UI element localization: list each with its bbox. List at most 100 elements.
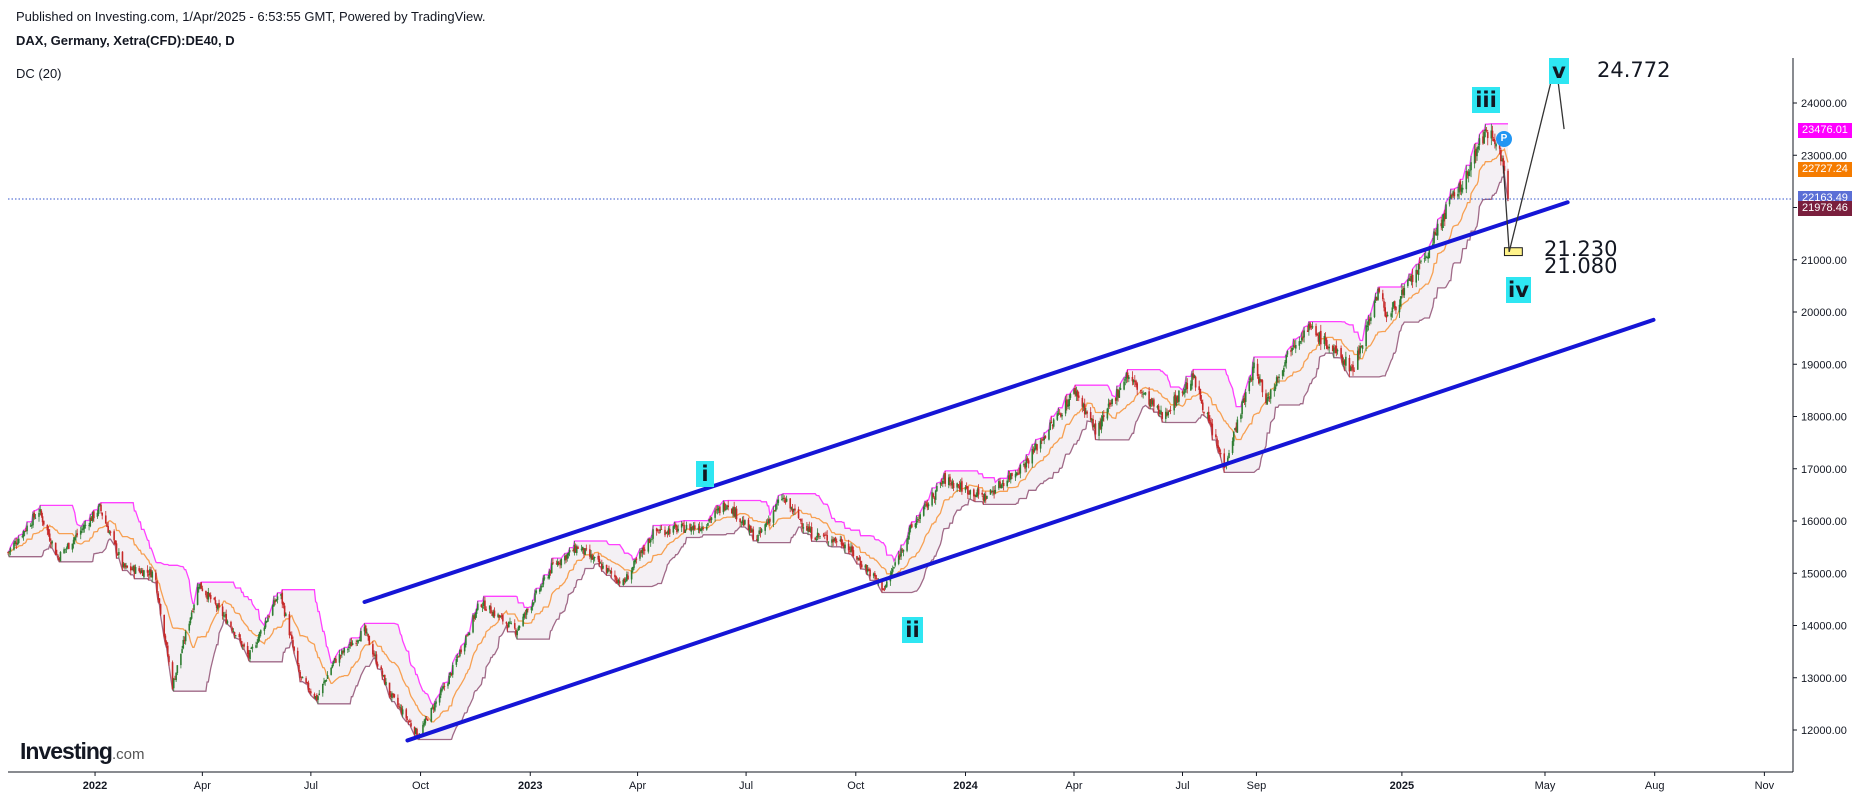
candle-body [1335, 345, 1338, 354]
candle-body [1057, 413, 1060, 415]
candle-body [649, 540, 652, 543]
candle-body [1356, 350, 1359, 370]
candle-body [1023, 463, 1025, 466]
candle-body [810, 526, 813, 539]
candle-body [476, 603, 479, 610]
candle-body [500, 615, 503, 617]
candle-body [431, 706, 434, 708]
candle-body [288, 614, 291, 636]
candle-body [1416, 270, 1419, 275]
candle-body [513, 623, 516, 629]
candle-body [1299, 341, 1302, 343]
candle-body [367, 633, 369, 637]
candle-body [1353, 370, 1356, 372]
candle-body [196, 587, 199, 605]
candle-body [908, 527, 911, 535]
candle-body [1457, 194, 1459, 197]
candle-body [307, 682, 310, 690]
candle-body [463, 643, 466, 652]
candle-body [708, 519, 710, 522]
candle-body [739, 518, 741, 523]
candle-body [1458, 183, 1460, 193]
candle-body [1216, 438, 1218, 447]
candle-body [1323, 336, 1326, 345]
candle-body [133, 566, 136, 575]
y-tick-label: 16000.00 [1801, 516, 1847, 528]
candle-body [1011, 473, 1013, 477]
candle-body [751, 529, 753, 532]
candle-body [673, 524, 676, 528]
candle-body [583, 548, 585, 555]
candle-body [1232, 431, 1235, 442]
candle-body [766, 521, 769, 523]
candle-body [815, 538, 818, 540]
candle-body [735, 508, 738, 520]
candle-body [692, 525, 695, 530]
candle-body [1056, 413, 1059, 420]
x-tick-label: Apr [1065, 780, 1082, 792]
donchian-lower-line [7, 172, 1509, 741]
candle-body [677, 528, 679, 531]
candle-body [383, 674, 386, 685]
candle-body [524, 613, 527, 615]
candle-body [747, 519, 750, 531]
candle-body [64, 549, 67, 551]
candle-body [792, 508, 795, 511]
candle-body [759, 530, 762, 533]
candle-body [63, 549, 65, 554]
candle-body [515, 629, 517, 635]
candle-body [1153, 399, 1155, 407]
candle-body [1426, 257, 1428, 258]
candle-body [1491, 130, 1494, 138]
candle-body [968, 493, 970, 495]
candle-body [593, 557, 596, 559]
candle-body [1181, 391, 1184, 394]
candle-body [126, 565, 129, 568]
candle-body [460, 649, 462, 653]
candle-body [214, 600, 217, 604]
candle-body [15, 542, 18, 545]
candle-body [1273, 388, 1276, 391]
candle-body [1502, 158, 1505, 167]
candle-body [472, 615, 474, 633]
candle-body [48, 533, 51, 541]
candle-body [777, 499, 780, 503]
candle-body [1091, 418, 1093, 421]
candle-body [934, 490, 937, 500]
candle-body [1385, 315, 1388, 318]
candle-body [1441, 219, 1444, 229]
candle-body [651, 539, 653, 541]
candle-body [1428, 248, 1431, 259]
pin-marker-icon[interactable]: P [1496, 131, 1512, 147]
candle-body [184, 631, 187, 642]
candle-body [100, 504, 102, 512]
candle-body [1243, 397, 1246, 403]
candle-body [1036, 444, 1038, 451]
candle-body [1360, 346, 1363, 348]
candle-body [1240, 414, 1242, 419]
candle-body [389, 694, 392, 697]
candle-body [392, 693, 394, 695]
candle-body [752, 529, 755, 540]
candle-body [992, 490, 994, 493]
candle-body [1157, 405, 1160, 414]
candle-body [1370, 317, 1372, 321]
candle-body [79, 530, 82, 535]
candle-body [1411, 274, 1414, 282]
candle-body [1169, 410, 1172, 411]
candle-body [1083, 403, 1086, 415]
candle-body [1475, 148, 1477, 157]
candle-body [442, 686, 445, 689]
candle-body [947, 477, 950, 485]
candle-body [1017, 473, 1019, 475]
candle-body [584, 548, 586, 555]
candle-body [942, 480, 944, 484]
candle-body [47, 529, 50, 535]
candle-body [298, 664, 300, 672]
candle-body [1252, 366, 1254, 381]
candle-body [1433, 231, 1435, 244]
candle-body [1244, 392, 1247, 402]
candle-body [769, 518, 771, 522]
candle-body [306, 682, 309, 684]
